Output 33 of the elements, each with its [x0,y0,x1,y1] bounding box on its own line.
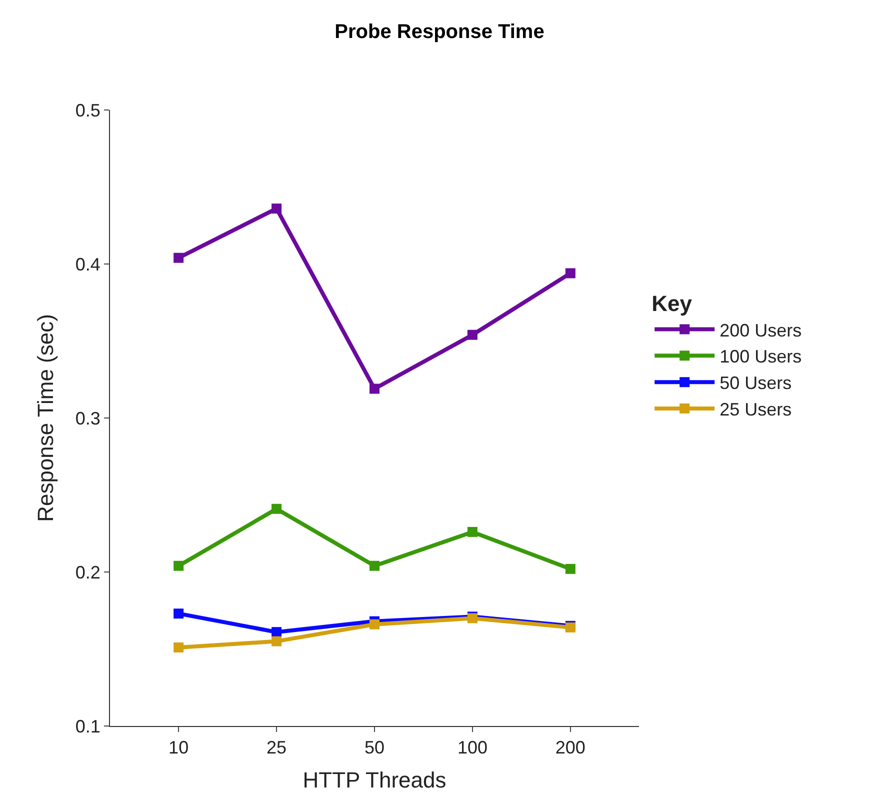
legend-label: 200 Users [720,320,802,340]
point [272,627,282,638]
y-axis-title: Response Time (sec) [33,314,58,522]
point [272,504,282,514]
point [467,526,478,537]
y-tick-label: 0.2 [75,562,100,582]
x-tick-label: 200 [555,738,586,758]
y-tick-label: 0.3 [75,408,100,428]
y-tick-label: 0.1 [75,716,100,736]
chart-title: Probe Response Time [334,21,544,44]
x-tick-label: 25 [266,738,287,758]
y-tick-label: 0.4 [75,254,100,274]
point [370,560,380,571]
point [272,204,282,214]
point [565,564,576,574]
point [565,268,576,278]
x-tick-label: 50 [364,738,385,758]
x-axis-title: HTTP Threads [302,768,446,792]
legend-title: Key [652,291,693,316]
point [370,619,380,630]
point [272,636,282,646]
point [370,384,380,394]
point [467,330,478,340]
x-tick-label: 100 [457,738,488,758]
point [174,560,184,571]
legend-label: 100 Users [720,346,802,367]
point [174,252,184,263]
legend-label: 50 Users [720,373,792,394]
x-tick-label: 10 [168,738,189,758]
point [174,608,184,619]
y-tick-label: 0.5 [75,100,100,120]
point [174,642,184,652]
legend-label: 25 Users [720,400,792,420]
